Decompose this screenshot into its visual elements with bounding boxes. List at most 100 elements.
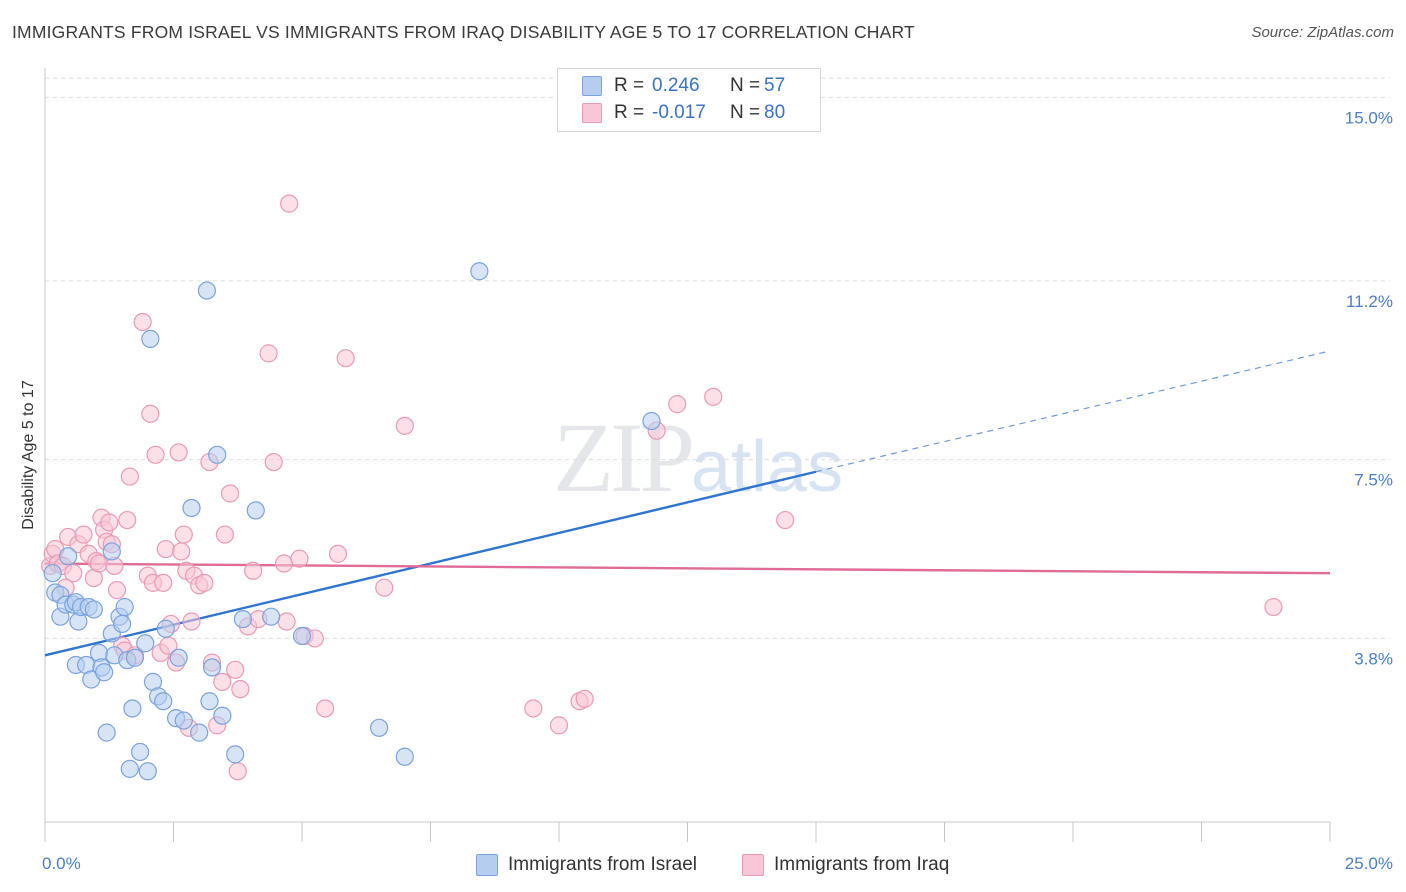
point-iraq bbox=[195, 573, 214, 592]
series-iraq-points bbox=[41, 194, 1283, 781]
point-iraq bbox=[118, 510, 137, 530]
chart-title: IMMIGRANTS FROM ISRAEL VS IMMIGRANTS FRO… bbox=[12, 22, 915, 42]
point-israel bbox=[202, 658, 222, 677]
point-iraq bbox=[226, 660, 245, 679]
point-israel bbox=[138, 762, 157, 781]
source-label: Source: ZipAtlas.com bbox=[1251, 24, 1394, 41]
point-iraq bbox=[172, 542, 191, 561]
point-iraq bbox=[290, 549, 309, 568]
point-iraq bbox=[74, 525, 93, 544]
point-iraq bbox=[575, 689, 594, 708]
point-iraq bbox=[668, 395, 687, 414]
point-iraq bbox=[120, 467, 139, 486]
point-iraq bbox=[328, 544, 348, 563]
point-israel bbox=[213, 706, 232, 725]
bottom-legend-israel-label: Immigrants from Israel bbox=[508, 854, 697, 875]
y-tick-label: 3.8% bbox=[1354, 649, 1393, 668]
point-israel bbox=[141, 329, 160, 348]
bottom-legend-israel: Immigrants from Israel bbox=[476, 852, 697, 878]
point-israel bbox=[182, 498, 201, 518]
point-israel bbox=[123, 699, 142, 718]
legend-row-iraq: R = -0.017 N = 80 bbox=[582, 100, 785, 126]
point-israel bbox=[174, 711, 193, 730]
point-iraq bbox=[174, 525, 193, 544]
legend-n-value: 57 bbox=[764, 75, 786, 96]
point-iraq bbox=[100, 513, 119, 532]
point-israel bbox=[208, 445, 227, 464]
point-iraq bbox=[395, 416, 414, 435]
point-israel bbox=[200, 692, 219, 711]
point-iraq bbox=[274, 554, 294, 573]
bottom-legend-iraq-label: Immigrants from Iraq bbox=[774, 854, 950, 875]
y-tick-label: 15.0% bbox=[1345, 108, 1393, 127]
point-israel bbox=[470, 262, 489, 281]
x-tick-label-max: 25.0% bbox=[1345, 854, 1393, 873]
watermark: ZIPatlas bbox=[553, 400, 843, 515]
point-iraq bbox=[141, 404, 160, 423]
point-iraq bbox=[1264, 597, 1283, 617]
point-iraq bbox=[89, 554, 109, 573]
x-tick-label-min: 0.0% bbox=[42, 854, 81, 873]
point-israel bbox=[370, 718, 389, 737]
point-israel bbox=[156, 619, 175, 638]
point-israel bbox=[95, 663, 114, 682]
point-iraq bbox=[169, 443, 188, 462]
point-israel bbox=[115, 597, 134, 617]
legend-r-value: -0.017 bbox=[652, 102, 706, 123]
point-iraq bbox=[231, 680, 250, 699]
watermark-zip: ZIP bbox=[553, 402, 695, 513]
point-iraq bbox=[213, 672, 232, 691]
legend-n-value: 80 bbox=[764, 102, 786, 123]
point-iraq bbox=[64, 564, 83, 583]
point-israel bbox=[154, 692, 173, 711]
correlation-legend: R = 0.246 N = 57 R = -0.017 N = 80 bbox=[557, 68, 821, 132]
point-israel bbox=[292, 626, 312, 646]
point-israel bbox=[169, 648, 188, 667]
point-iraq bbox=[182, 612, 201, 631]
point-israel bbox=[112, 614, 132, 634]
point-israel bbox=[97, 723, 116, 742]
point-iraq bbox=[228, 762, 247, 781]
point-iraq bbox=[264, 452, 283, 472]
point-israel bbox=[130, 742, 150, 762]
point-israel bbox=[262, 607, 281, 626]
point-israel bbox=[125, 648, 145, 667]
legend-r-value: 0.246 bbox=[652, 75, 700, 96]
point-israel bbox=[43, 564, 62, 583]
y-tick-label: 11.2% bbox=[1346, 292, 1393, 311]
trendline-israel-extension bbox=[815, 350, 1331, 473]
y-tick-label: 7.5% bbox=[1354, 471, 1393, 490]
point-iraq bbox=[336, 349, 355, 368]
legend-r-label: R = bbox=[614, 75, 645, 96]
point-israel bbox=[642, 411, 661, 431]
point-israel bbox=[84, 600, 103, 619]
point-iraq bbox=[776, 510, 795, 530]
series-israel-points bbox=[43, 262, 661, 781]
point-iraq bbox=[107, 581, 127, 600]
bottom-swatch-iraq bbox=[742, 854, 764, 876]
point-iraq bbox=[277, 612, 296, 631]
point-iraq bbox=[704, 387, 723, 406]
point-iraq bbox=[133, 312, 152, 332]
legend-row-israel: R = 0.246 N = 57 bbox=[582, 73, 785, 99]
bottom-swatch-israel bbox=[476, 854, 498, 876]
point-iraq bbox=[375, 578, 394, 597]
axes bbox=[44, 68, 1331, 842]
point-israel bbox=[246, 501, 265, 520]
legend-r-label: R = bbox=[614, 102, 645, 123]
legend-swatch-israel bbox=[582, 76, 602, 96]
point-iraq bbox=[316, 699, 335, 718]
point-iraq bbox=[146, 445, 165, 464]
point-israel bbox=[233, 609, 252, 629]
point-iraq bbox=[156, 539, 175, 559]
legend-n-label: N = bbox=[730, 102, 761, 123]
point-israel bbox=[226, 745, 245, 764]
point-israel bbox=[120, 759, 139, 778]
point-israel bbox=[190, 723, 209, 742]
watermark-atlas: atlas bbox=[691, 427, 844, 507]
bottom-legend-iraq: Immigrants from Iraq bbox=[742, 852, 949, 878]
y-axis-label: Disability Age 5 to 17 bbox=[20, 380, 37, 530]
gridlines bbox=[45, 77, 1390, 639]
legend-n-label: N = bbox=[730, 75, 761, 96]
point-iraq bbox=[280, 194, 299, 213]
